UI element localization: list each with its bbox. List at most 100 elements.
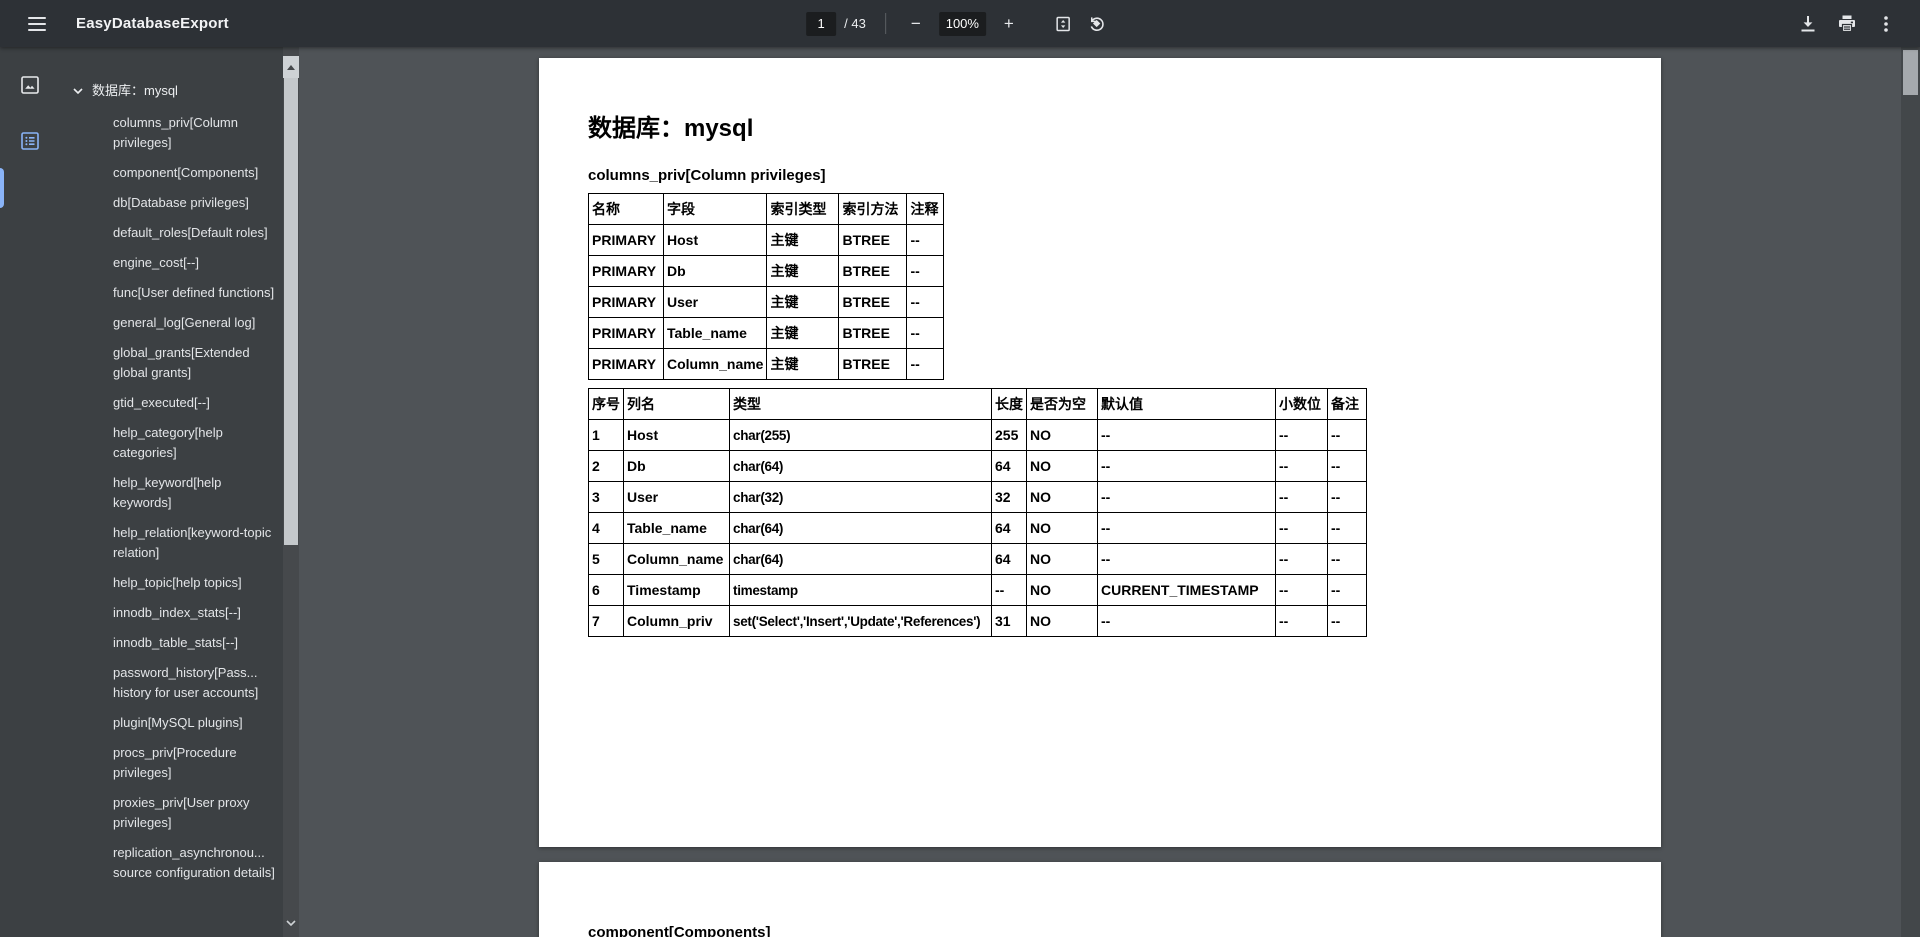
table-cell: NO xyxy=(1026,543,1098,575)
outline-item[interactable]: engine_cost[--] xyxy=(113,255,199,270)
table-cell: -- xyxy=(906,317,945,349)
outline-item[interactable]: component[Components] xyxy=(113,165,259,180)
sidebar-scroll-up-button[interactable] xyxy=(283,56,299,78)
table-cell: BTREE xyxy=(838,348,908,380)
table-cell: 3 xyxy=(588,481,624,513)
column-header: 长度 xyxy=(991,388,1027,420)
outline-item[interactable]: proxies_priv[User proxy privileges] xyxy=(113,795,250,830)
table-cell: 255 xyxy=(991,419,1027,451)
sidebar-scrollbar xyxy=(283,47,299,937)
column-header: 名称 xyxy=(588,193,664,225)
outline-item[interactable]: innodb_table_stats[--] xyxy=(113,635,239,650)
outline-item[interactable]: help_keyword[help keywords] xyxy=(113,475,222,510)
table-row: 1 Host char(255) 255 NO -- -- -- xyxy=(588,419,1367,451)
table-cell: -- xyxy=(1097,419,1276,451)
rotate-button[interactable] xyxy=(1080,7,1114,41)
table-cell: char(32) xyxy=(729,481,992,513)
table-cell: Table_name xyxy=(623,512,730,544)
table-cell: -- xyxy=(1275,605,1328,637)
table-row: PRIMARY User 主键 BTREE -- xyxy=(588,286,945,318)
table-row: 7 Column_priv set('Select','Insert','Updat… xyxy=(588,605,1367,637)
outline-root-item[interactable]: 数据库：mysql xyxy=(60,81,283,101)
outline-item[interactable]: general_log[General log] xyxy=(113,315,256,330)
outline-item[interactable]: db[Database privileges] xyxy=(113,195,249,210)
sidebar-scroll-down-button[interactable] xyxy=(283,913,299,933)
outline-item[interactable]: procs_priv[Procedure privileges] xyxy=(113,745,237,780)
pdf-page-2: component[Components] xyxy=(539,862,1661,937)
table-header-row: 名称 字段 索引类型 索引方法 注释 xyxy=(588,193,945,225)
page-number-input[interactable] xyxy=(806,11,837,36)
table-cell: 主键 xyxy=(766,224,840,256)
table-cell: -- xyxy=(1327,450,1367,482)
outline-item[interactable]: innodb_index_stats[--] xyxy=(113,605,241,620)
outline-item[interactable]: password_history[Pass... history for use… xyxy=(113,665,259,700)
table-cell: -- xyxy=(1097,512,1276,544)
download-button[interactable] xyxy=(1791,7,1825,41)
pdf-toolbar: EasyDatabaseExport / 43 − 100% + xyxy=(0,0,1920,47)
table-cell: -- xyxy=(906,348,945,380)
sidebar-scrollbar-thumb[interactable] xyxy=(284,78,298,545)
table-cell: -- xyxy=(906,224,945,256)
pdf-page-1: 数据库：mysql columns_priv[Column privileges… xyxy=(539,58,1661,847)
table-cell: PRIMARY xyxy=(588,255,664,287)
download-icon xyxy=(1800,15,1816,32)
table-cell: Column_name xyxy=(623,543,730,575)
table-cell: Timestamp xyxy=(623,574,730,606)
table-cell: NO xyxy=(1026,450,1098,482)
zoom-in-button[interactable]: + xyxy=(994,7,1024,41)
column-header: 序号 xyxy=(588,388,624,420)
hamburger-icon xyxy=(28,16,46,31)
menu-button[interactable] xyxy=(20,7,54,41)
outline-item[interactable]: help_topic[help topics] xyxy=(113,575,242,590)
outline-item[interactable]: help_category[help categories] xyxy=(113,425,223,460)
print-icon xyxy=(1838,15,1856,32)
table-cell: 64 xyxy=(991,450,1027,482)
more-options-button[interactable] xyxy=(1869,7,1903,41)
more-vertical-icon xyxy=(1884,15,1888,32)
table-cell: PRIMARY xyxy=(588,224,664,256)
table-cell: -- xyxy=(1327,543,1367,575)
outline-item[interactable]: global_grants[Extended global grants] xyxy=(113,345,250,380)
outline-item[interactable]: plugin[MySQL plugins] xyxy=(113,715,243,730)
table-row: 6 Timestamp timestamp -- NO CURRENT_TIMESTAMP… xyxy=(588,574,1367,606)
table-header-row: 序号 列名 类型 长度 是否为空 默认值 小数位 备注 xyxy=(588,388,1367,420)
table-cell: BTREE xyxy=(838,255,908,287)
table-cell: 主键 xyxy=(766,286,840,318)
table-cell: 7 xyxy=(588,605,624,637)
table-cell: -- xyxy=(1327,605,1367,637)
outline-item[interactable]: gtid_executed[--] xyxy=(113,395,210,410)
sidebar: 数据库：mysql columns_priv[Column privileges… xyxy=(0,47,299,937)
window-scrollbar-thumb[interactable] xyxy=(1903,50,1918,95)
arrow-up-icon xyxy=(287,64,295,70)
table-row: 2 Db char(64) 64 NO -- -- -- xyxy=(588,450,1367,482)
table-cell: -- xyxy=(1275,450,1328,482)
column-header: 列名 xyxy=(623,388,730,420)
table-cell: NO xyxy=(1026,481,1098,513)
table-cell: 主键 xyxy=(766,255,840,287)
outline-item[interactable]: replication_asynchronou... source config… xyxy=(113,845,275,880)
table-cell: Column_priv xyxy=(623,605,730,637)
toolbar-divider xyxy=(884,13,886,34)
outline-item[interactable]: help_relation[keyword-topic relation] xyxy=(113,525,272,560)
page-title: 数据库：mysql xyxy=(588,115,754,142)
fit-to-page-button[interactable] xyxy=(1046,7,1080,41)
column-header: 是否为空 xyxy=(1026,388,1098,420)
column-header: 字段 xyxy=(662,193,768,225)
table-cell: -- xyxy=(1327,419,1367,451)
outline-item[interactable]: default_roles[Default roles] xyxy=(113,225,268,240)
page-thumbnails-icon xyxy=(20,75,40,95)
table-cell: -- xyxy=(1275,574,1328,606)
outline-tab-button[interactable] xyxy=(10,121,50,161)
table-cell: Db xyxy=(662,255,768,287)
table-cell: set('Select','Insert','Update','Referenc… xyxy=(729,605,992,637)
table-cell: -- xyxy=(1097,450,1276,482)
outline-item[interactable]: func[User defined functions] xyxy=(113,285,275,300)
outline-item[interactable]: columns_priv[Column privileges] xyxy=(113,115,238,150)
table-cell: NO xyxy=(1026,574,1098,606)
document-viewport: 数据库：mysql columns_priv[Column privileges… xyxy=(299,47,1901,937)
thumbnails-tab-button[interactable] xyxy=(10,65,50,105)
print-button[interactable] xyxy=(1830,7,1864,41)
table-cell: 32 xyxy=(991,481,1027,513)
column-header: 类型 xyxy=(729,388,992,420)
zoom-out-button[interactable]: − xyxy=(901,7,931,41)
